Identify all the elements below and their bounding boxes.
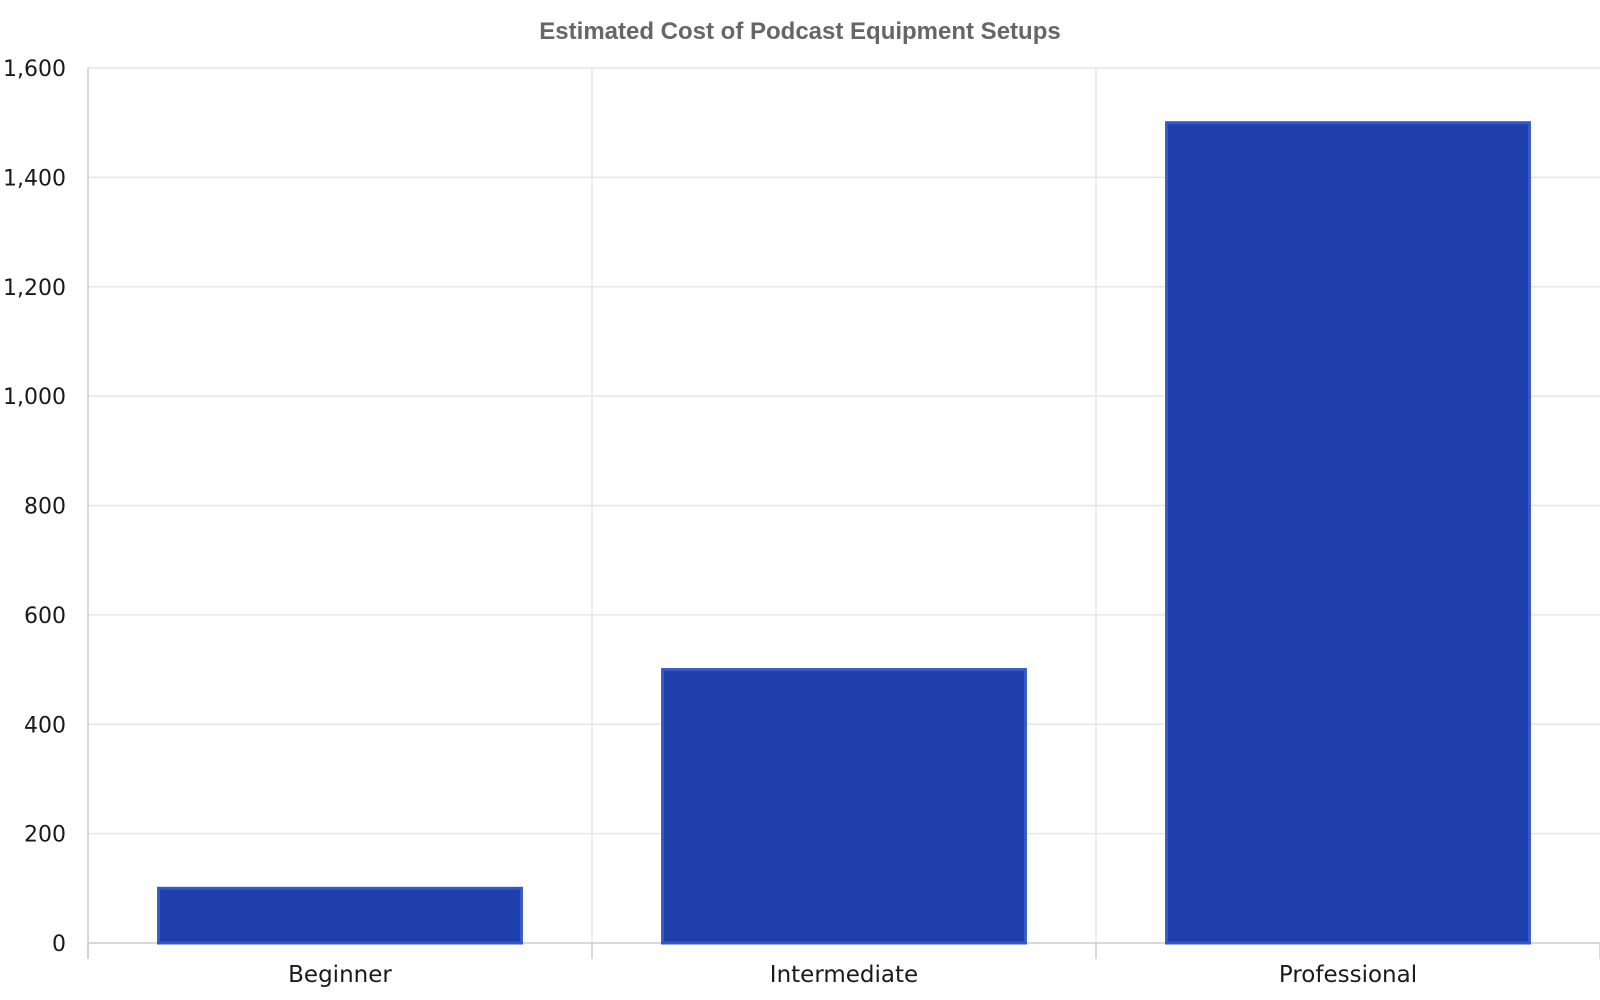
y-tick-label: 800 xyxy=(24,495,66,520)
x-category-label: Beginner xyxy=(288,962,392,988)
y-tick-label: 1,600 xyxy=(3,57,66,82)
y-tick-label: 0 xyxy=(52,932,66,957)
y-tick-label: 1,000 xyxy=(3,385,66,410)
label-layer: 0 200 400 600 800 1,000 1,200 1,400 1,600 Beginne… xyxy=(3,57,1417,988)
y-tick-label: 200 xyxy=(24,823,66,848)
y-tick-label: 1,400 xyxy=(3,166,66,191)
y-tick-label: 600 xyxy=(24,604,66,629)
bar-professional xyxy=(1165,121,1531,945)
x-category-label: Professional xyxy=(1279,962,1417,988)
y-tick-label: 1,200 xyxy=(3,276,66,301)
chart-title: Estimated Cost of Podcast Equipment Setu… xyxy=(539,18,1061,45)
bar-intermediate xyxy=(661,668,1027,945)
x-category-label: Intermediate xyxy=(770,962,918,988)
y-tick-label: 400 xyxy=(24,713,66,738)
bar-layer xyxy=(157,121,1531,945)
bar-beginner xyxy=(157,886,523,945)
